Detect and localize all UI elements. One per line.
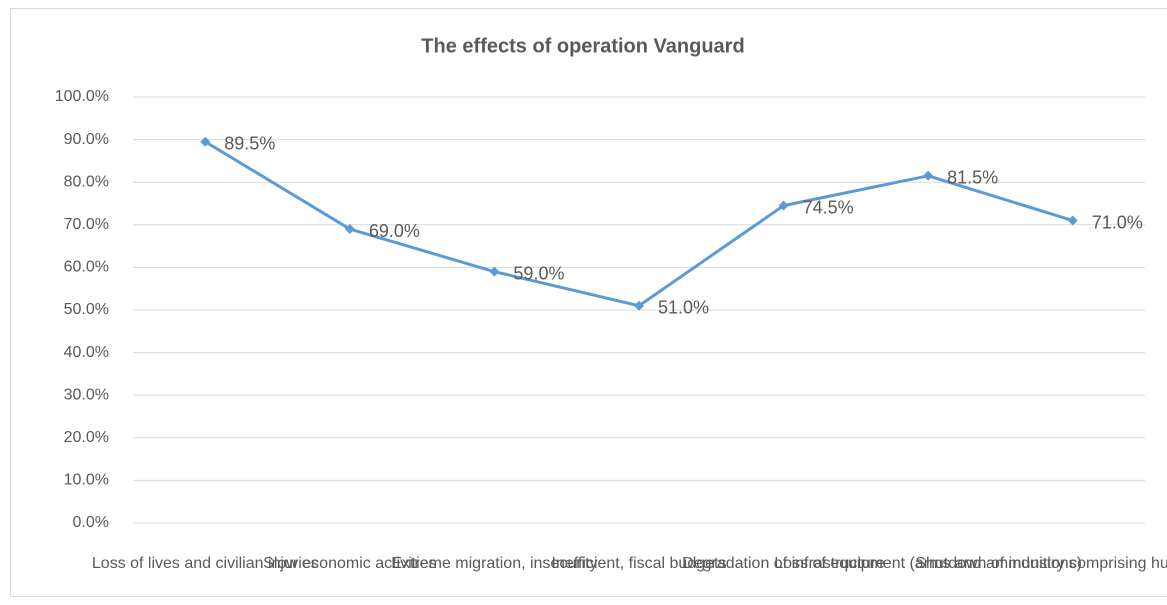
y-tick-label: 80.0%	[64, 173, 109, 190]
data-label: 74.5%	[803, 197, 854, 217]
marker	[489, 266, 500, 277]
y-tick-label: 30.0%	[64, 386, 109, 403]
data-label: 69.0%	[369, 221, 420, 241]
y-tick-label: 20.0%	[64, 429, 109, 446]
marker	[923, 170, 934, 181]
data-label: 59.0%	[513, 263, 564, 283]
x-tick-label: Slow economic activities	[263, 555, 436, 572]
marker	[344, 224, 355, 235]
y-tick-label: 0.0%	[73, 514, 109, 531]
y-tick-label: 90.0%	[64, 131, 109, 148]
marker	[778, 200, 789, 211]
y-tick-label: 10.0%	[64, 472, 109, 489]
y-tick-label: 50.0%	[64, 301, 109, 318]
x-tick-label: Inefficient, fiscal budgets	[552, 555, 727, 572]
marker	[200, 136, 211, 147]
data-label: 51.0%	[658, 297, 709, 317]
marker	[634, 300, 644, 311]
chart-title: The effects of operation Vanguard	[421, 35, 744, 57]
x-tick-label: Shutdown of industry comprising huge deb…	[915, 555, 1167, 572]
data-label: 81.5%	[947, 168, 998, 188]
x-tick-label: Loss of lives and civilian injuries	[92, 555, 319, 572]
x-tick-label: Loss of equipment (arms and ammunitions)	[774, 555, 1082, 572]
x-tick-label: Extreme migration, insecurity	[391, 555, 597, 572]
data-label: 89.5%	[224, 133, 275, 153]
x-tick-label: Degradation of infrastructure	[682, 555, 885, 572]
y-tick-label: 60.0%	[64, 259, 109, 276]
y-tick-label: 70.0%	[64, 216, 109, 233]
chart-border	[10, 8, 1167, 597]
y-tick-label: 40.0%	[64, 344, 109, 361]
y-tick-label: 100.0%	[55, 88, 109, 105]
data-label: 71.0%	[1092, 212, 1143, 232]
marker	[1067, 215, 1078, 226]
